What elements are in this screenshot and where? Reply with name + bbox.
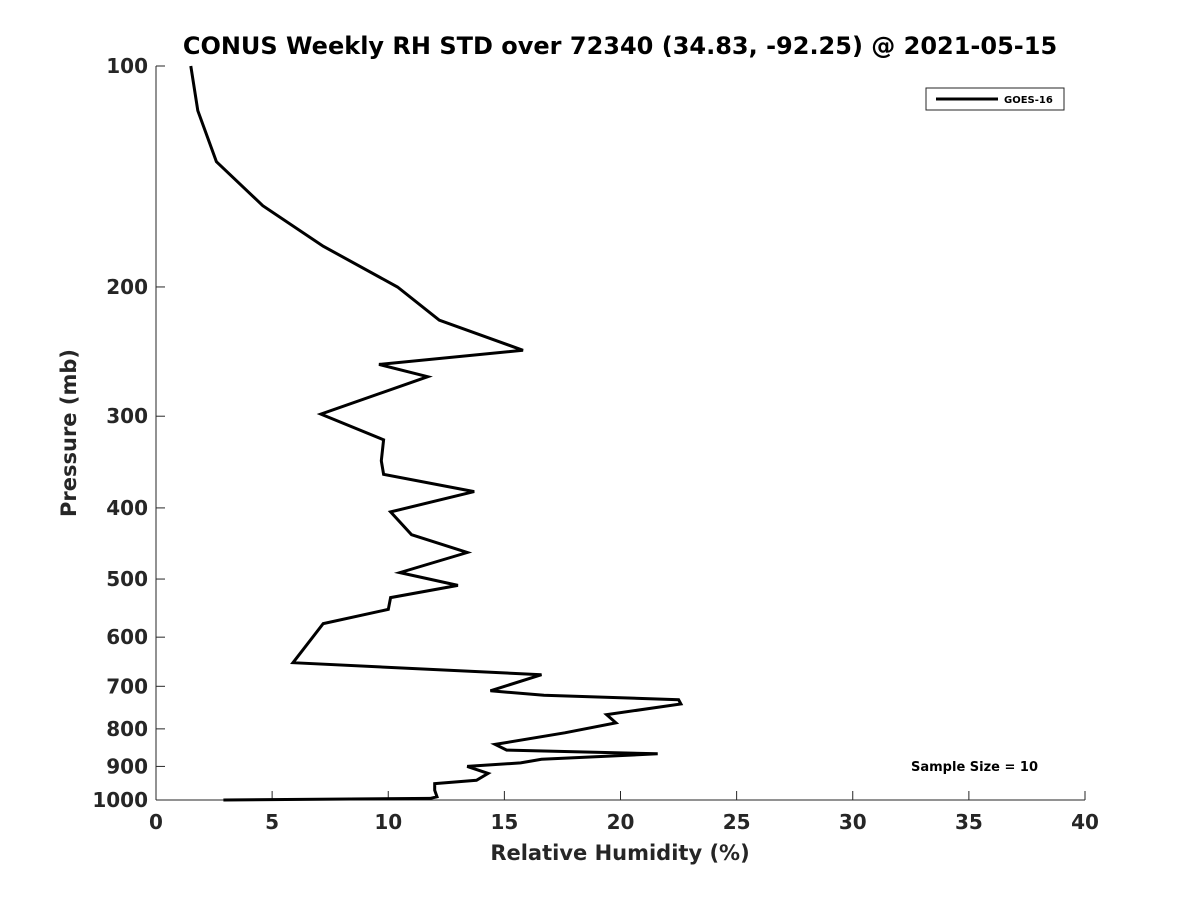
y-tick-label: 200 bbox=[106, 275, 148, 299]
y-tick-label: 700 bbox=[106, 674, 148, 698]
sample-size-annotation: Sample Size = 10 bbox=[911, 760, 1038, 775]
y-tick-label: 500 bbox=[106, 567, 148, 591]
x-tick-label: 20 bbox=[607, 810, 635, 834]
y-axis-ticks: 100 200 300 400 500 600 700 800 900 1000 bbox=[92, 54, 165, 812]
chart-title: CONUS Weekly RH STD over 72340 (34.83, -… bbox=[183, 32, 1057, 60]
x-tick-label: 10 bbox=[374, 810, 402, 834]
y-tick-label: 600 bbox=[106, 625, 148, 649]
x-tick-label: 35 bbox=[955, 810, 983, 834]
legend-label-goes-16: GOES-16 bbox=[1004, 95, 1053, 106]
x-axis-label: Relative Humidity (%) bbox=[490, 841, 749, 865]
y-tick-label: 300 bbox=[106, 404, 148, 428]
y-tick-label: 800 bbox=[106, 717, 148, 741]
series-line-goes-16 bbox=[189, 65, 684, 802]
x-tick-label: 40 bbox=[1071, 810, 1099, 834]
x-axis-ticks: 0 5 10 15 20 25 30 35 40 bbox=[149, 791, 1099, 834]
y-tick-label: 1000 bbox=[92, 788, 148, 812]
x-tick-label: 25 bbox=[723, 810, 751, 834]
x-tick-label: 15 bbox=[490, 810, 518, 834]
y-tick-label: 900 bbox=[106, 754, 148, 778]
plot-area bbox=[155, 66, 1085, 801]
x-tick-label: 5 bbox=[265, 810, 279, 834]
x-tick-label: 30 bbox=[839, 810, 867, 834]
y-axis-label: Pressure (mb) bbox=[57, 349, 81, 517]
y-tick-label: 400 bbox=[106, 496, 148, 520]
legend: GOES-16 bbox=[925, 87, 1065, 111]
x-tick-label: 0 bbox=[149, 810, 163, 834]
series-layer bbox=[189, 65, 684, 802]
y-tick-label: 100 bbox=[106, 54, 148, 78]
